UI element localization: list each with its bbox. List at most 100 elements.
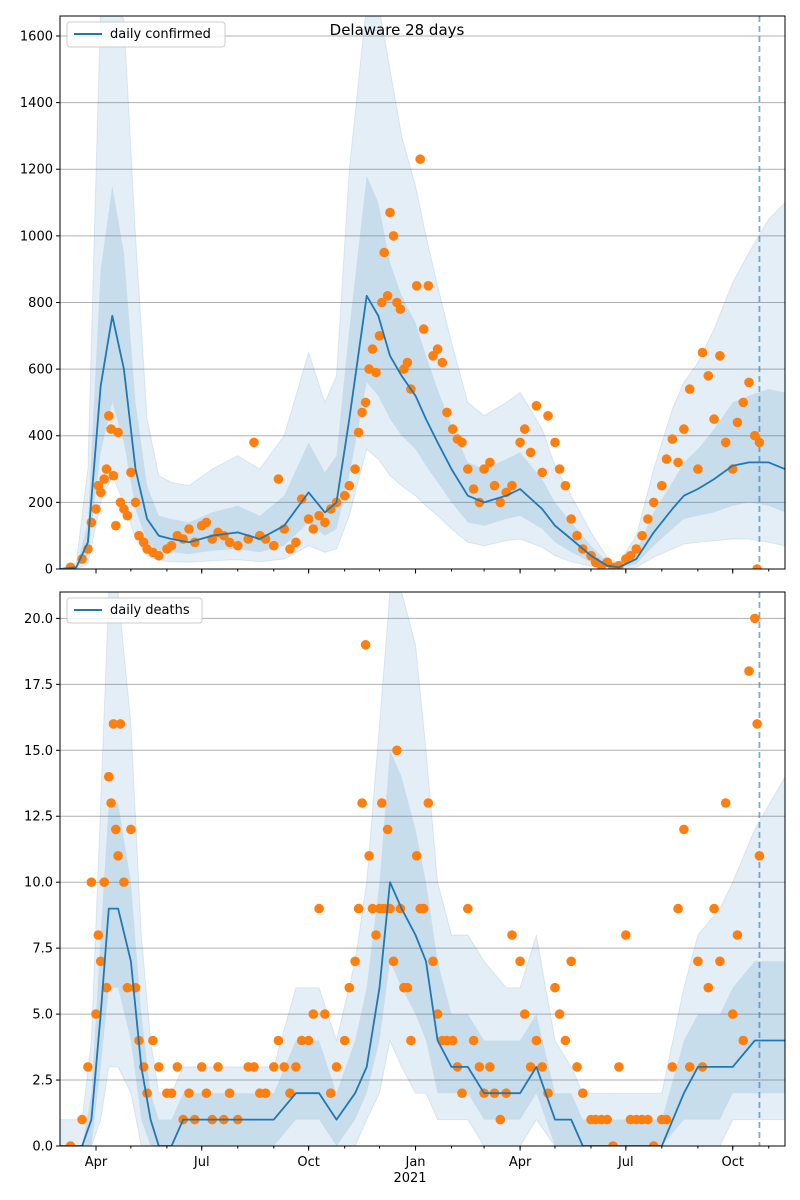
confirmed-observed-point — [382, 291, 393, 301]
deaths-observed-point — [166, 1088, 177, 1098]
confirmed-observed-point — [479, 464, 489, 474]
deaths-observed-point — [738, 1035, 748, 1046]
confirmed-band-50 — [60, 175, 785, 569]
deaths-observed-point — [727, 1009, 738, 1019]
deaths-observed-point — [754, 851, 765, 861]
deaths-x-tick-label: Oct — [297, 1155, 319, 1170]
confirmed-observed-point — [515, 437, 525, 448]
confirmed-observed-point — [463, 464, 473, 474]
confirmed-y-tick-label: 1600 — [20, 29, 53, 44]
confirmed-observed-point — [566, 514, 576, 524]
deaths-observed-point — [331, 1062, 342, 1072]
confirmed-observed-point — [285, 544, 295, 554]
deaths-observed-point — [279, 1062, 290, 1072]
deaths-observed-point — [566, 956, 576, 967]
deaths-observed-point — [388, 956, 399, 967]
confirmed-observed-point — [423, 281, 434, 291]
confirmed-marks — [60, 16, 785, 569]
confirmed-uncertainty-bands — [60, 16, 785, 569]
confirmed-observed-point — [447, 424, 458, 434]
deaths-observed-point — [213, 1062, 223, 1072]
confirmed-observed-point — [111, 520, 121, 531]
deaths-observed-point — [377, 798, 387, 808]
deaths-observed-point — [308, 1009, 319, 1019]
confirmed-observed-point — [703, 371, 714, 381]
confirmed-observed-point — [325, 504, 336, 514]
confirmed-observed-point — [201, 517, 212, 528]
deaths-axes: 0.0 2.5 5.0 7.5 10.0 12.5 15.0 17.5 20.0 Apr Jul Oc… — [24, 612, 770, 1170]
confirmed-observed-point — [314, 510, 324, 521]
confirmed-band-90 — [60, 16, 785, 569]
confirmed-observed-point — [154, 550, 164, 561]
confirmed-observed-point — [572, 530, 582, 541]
confirmed-y-tick-label: 400 — [28, 429, 53, 444]
deaths-observed-point — [83, 1062, 93, 1072]
confirmed-observed-point — [432, 344, 443, 354]
deaths-gridlines — [60, 617, 785, 1081]
deaths-y-tick-label: 7.5 — [32, 942, 53, 957]
deaths-observed-point — [485, 1062, 495, 1072]
confirmed-y-tick-label: 0 — [45, 563, 53, 578]
confirmed-observed-point — [673, 457, 683, 468]
deaths-observed-point — [525, 1062, 536, 1072]
confirmed-observed-point — [339, 490, 350, 501]
confirmed-observed-point — [720, 437, 731, 448]
deaths-y-tick-label: 17.5 — [24, 678, 53, 693]
deaths-observed-point — [673, 903, 683, 914]
deaths-observed-point — [679, 824, 689, 835]
confirmed-panel: 0 200 400 600 800 1000 1200 1400 1600 daily conf… — [20, 15, 786, 578]
confirmed-observed-point — [428, 351, 438, 361]
confirmed-observed-point — [631, 544, 642, 554]
confirmed-y-tick-label: 1400 — [20, 96, 53, 111]
deaths-observed-point — [99, 877, 109, 887]
deaths-observed-point — [684, 1062, 695, 1072]
confirmed-observed-point — [554, 464, 565, 474]
confirmed-observed-point — [130, 497, 141, 508]
confirmed-observed-point — [296, 494, 307, 504]
deaths-y-tick-label: 5.0 — [32, 1008, 53, 1023]
deaths-marks — [60, 592, 785, 1146]
confirmed-observed-point — [360, 397, 371, 408]
confirmed-observed-point — [371, 367, 381, 378]
deaths-observed-point — [101, 982, 112, 993]
confirmed-observed-point — [485, 457, 495, 468]
confirmed-observed-point — [367, 344, 378, 354]
deaths-observed-point — [108, 719, 119, 729]
confirmed-observed-point — [697, 347, 708, 358]
confirmed-observed-point — [679, 424, 689, 434]
deaths-y-tick-label: 12.5 — [24, 810, 53, 825]
deaths-observed-point — [364, 851, 374, 861]
deaths-observed-point — [196, 1062, 207, 1072]
confirmed-legend-box — [66, 21, 226, 48]
deaths-y-tick-label: 2.5 — [32, 1074, 53, 1089]
confirmed-axes: 0 200 400 600 800 1000 1200 1400 1600 — [20, 29, 770, 578]
deaths-observed-point — [115, 719, 126, 729]
confirmed-observed-point — [648, 497, 659, 508]
deaths-observed-point — [515, 956, 525, 967]
confirmed-observed-point — [750, 430, 760, 441]
deaths-observed-point — [367, 903, 378, 914]
deaths-observed-point — [65, 1141, 76, 1146]
deaths-legend-box — [66, 597, 203, 624]
deaths-x-tick-label: Jul — [617, 1155, 634, 1170]
confirmed-observed-point — [101, 464, 112, 474]
deaths-observed-point — [537, 1062, 547, 1072]
deaths-observed-point — [154, 1062, 164, 1072]
deaths-observed-point — [106, 798, 116, 808]
deaths-observed-point — [608, 1141, 618, 1146]
confirmed-observed-point — [388, 231, 399, 241]
deaths-y-tick-label: 20.0 — [24, 612, 53, 627]
deaths-x-tick-label: Oct — [721, 1155, 743, 1170]
confirmed-observed-point — [507, 480, 517, 491]
confirmed-observed-point — [184, 524, 194, 534]
deaths-observed-point — [314, 903, 324, 914]
deaths-observed-point — [507, 930, 517, 940]
deaths-observed-point — [554, 1009, 565, 1019]
deaths-observed-point — [531, 1035, 542, 1046]
deaths-observed-point — [291, 1062, 301, 1072]
deaths-observed-point — [113, 851, 123, 861]
confirmed-observed-point — [166, 540, 177, 551]
deaths-observed-point — [111, 824, 121, 835]
deaths-observed-point — [224, 1088, 235, 1098]
deaths-observed-point — [77, 1114, 87, 1125]
